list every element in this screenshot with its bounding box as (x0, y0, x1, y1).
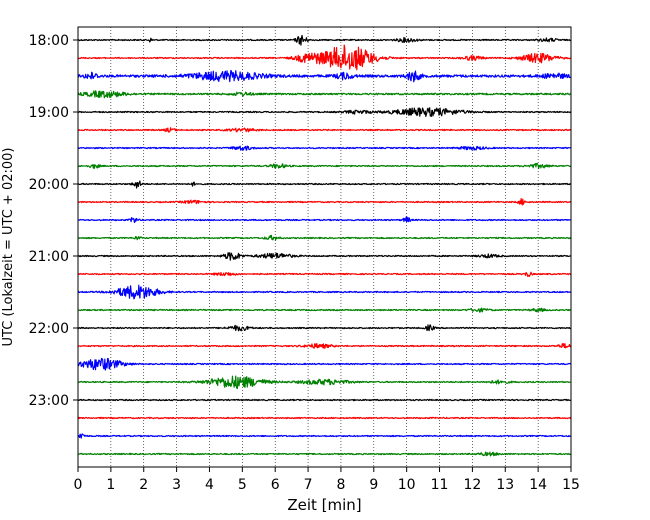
x-tick-label: 0 (74, 477, 83, 493)
trace-2215 (77, 342, 572, 349)
trace-2200 (77, 324, 572, 332)
y-tick-label: 19:00 (29, 105, 69, 121)
trace-2315 (77, 416, 572, 420)
trace-1845 (77, 90, 572, 99)
x-tick-label: 9 (369, 477, 378, 493)
trace-2100 (77, 252, 572, 261)
x-tick-label: 11 (431, 477, 449, 493)
x-tick-label: 8 (336, 477, 345, 493)
trace-1900 (77, 107, 572, 117)
trace-2330 (77, 433, 572, 439)
trace-2015 (77, 197, 572, 206)
trace-2145 (77, 307, 572, 313)
x-grid (110, 27, 539, 467)
x-tick-label: 15 (562, 477, 580, 493)
x-tick-label: 3 (172, 477, 181, 493)
trace-2345 (77, 451, 572, 457)
y-axis-label: UTC (Lokalzeit = UTC + 02:00) (1, 148, 16, 347)
trace-2045 (77, 234, 572, 241)
trace-2230 (77, 357, 572, 371)
trace-1930 (77, 145, 572, 151)
y-tick-label: 21:00 (29, 249, 69, 265)
y-tick-label: 20:00 (29, 177, 69, 193)
x-tick-label: 7 (304, 477, 313, 493)
trace-1915 (77, 127, 572, 133)
x-tick-label: 13 (496, 477, 514, 493)
x-tick-label: 12 (463, 477, 481, 493)
trace-1800 (77, 34, 572, 46)
trace-2115 (77, 271, 572, 277)
x-axis-label: Zeit [min] (287, 496, 361, 514)
x-tick-label: 6 (271, 477, 280, 493)
x-tick-label: 5 (238, 477, 247, 493)
y-tick-label: 23:00 (29, 393, 69, 409)
x-tick-label: 14 (529, 477, 547, 493)
trace-1830 (77, 69, 572, 83)
trace-2030 (77, 216, 572, 223)
trace-2000 (77, 180, 572, 189)
x-tick-label: 10 (398, 477, 416, 493)
plot-frame (77, 26, 572, 468)
trace-1815 (77, 44, 572, 71)
y-tick-label: 22:00 (29, 321, 69, 337)
y-axis-ticks: 18:00 19:00 20:00 21:00 22:00 23:00 (29, 33, 78, 409)
x-tick-label: 1 (106, 477, 115, 493)
trace-1945 (77, 162, 572, 170)
x-axis-ticks: 0 1 2 3 4 5 6 7 8 9 10 11 12 13 14 15 (74, 467, 580, 493)
seismic-traces (77, 34, 572, 457)
x-tick-label: 4 (205, 477, 214, 493)
trace-2130 (77, 284, 572, 300)
y-tick-label: 18:00 (29, 33, 69, 49)
x-tick-label: 2 (139, 477, 148, 493)
trace-2300 (77, 398, 572, 402)
trace-2245 (77, 375, 572, 389)
